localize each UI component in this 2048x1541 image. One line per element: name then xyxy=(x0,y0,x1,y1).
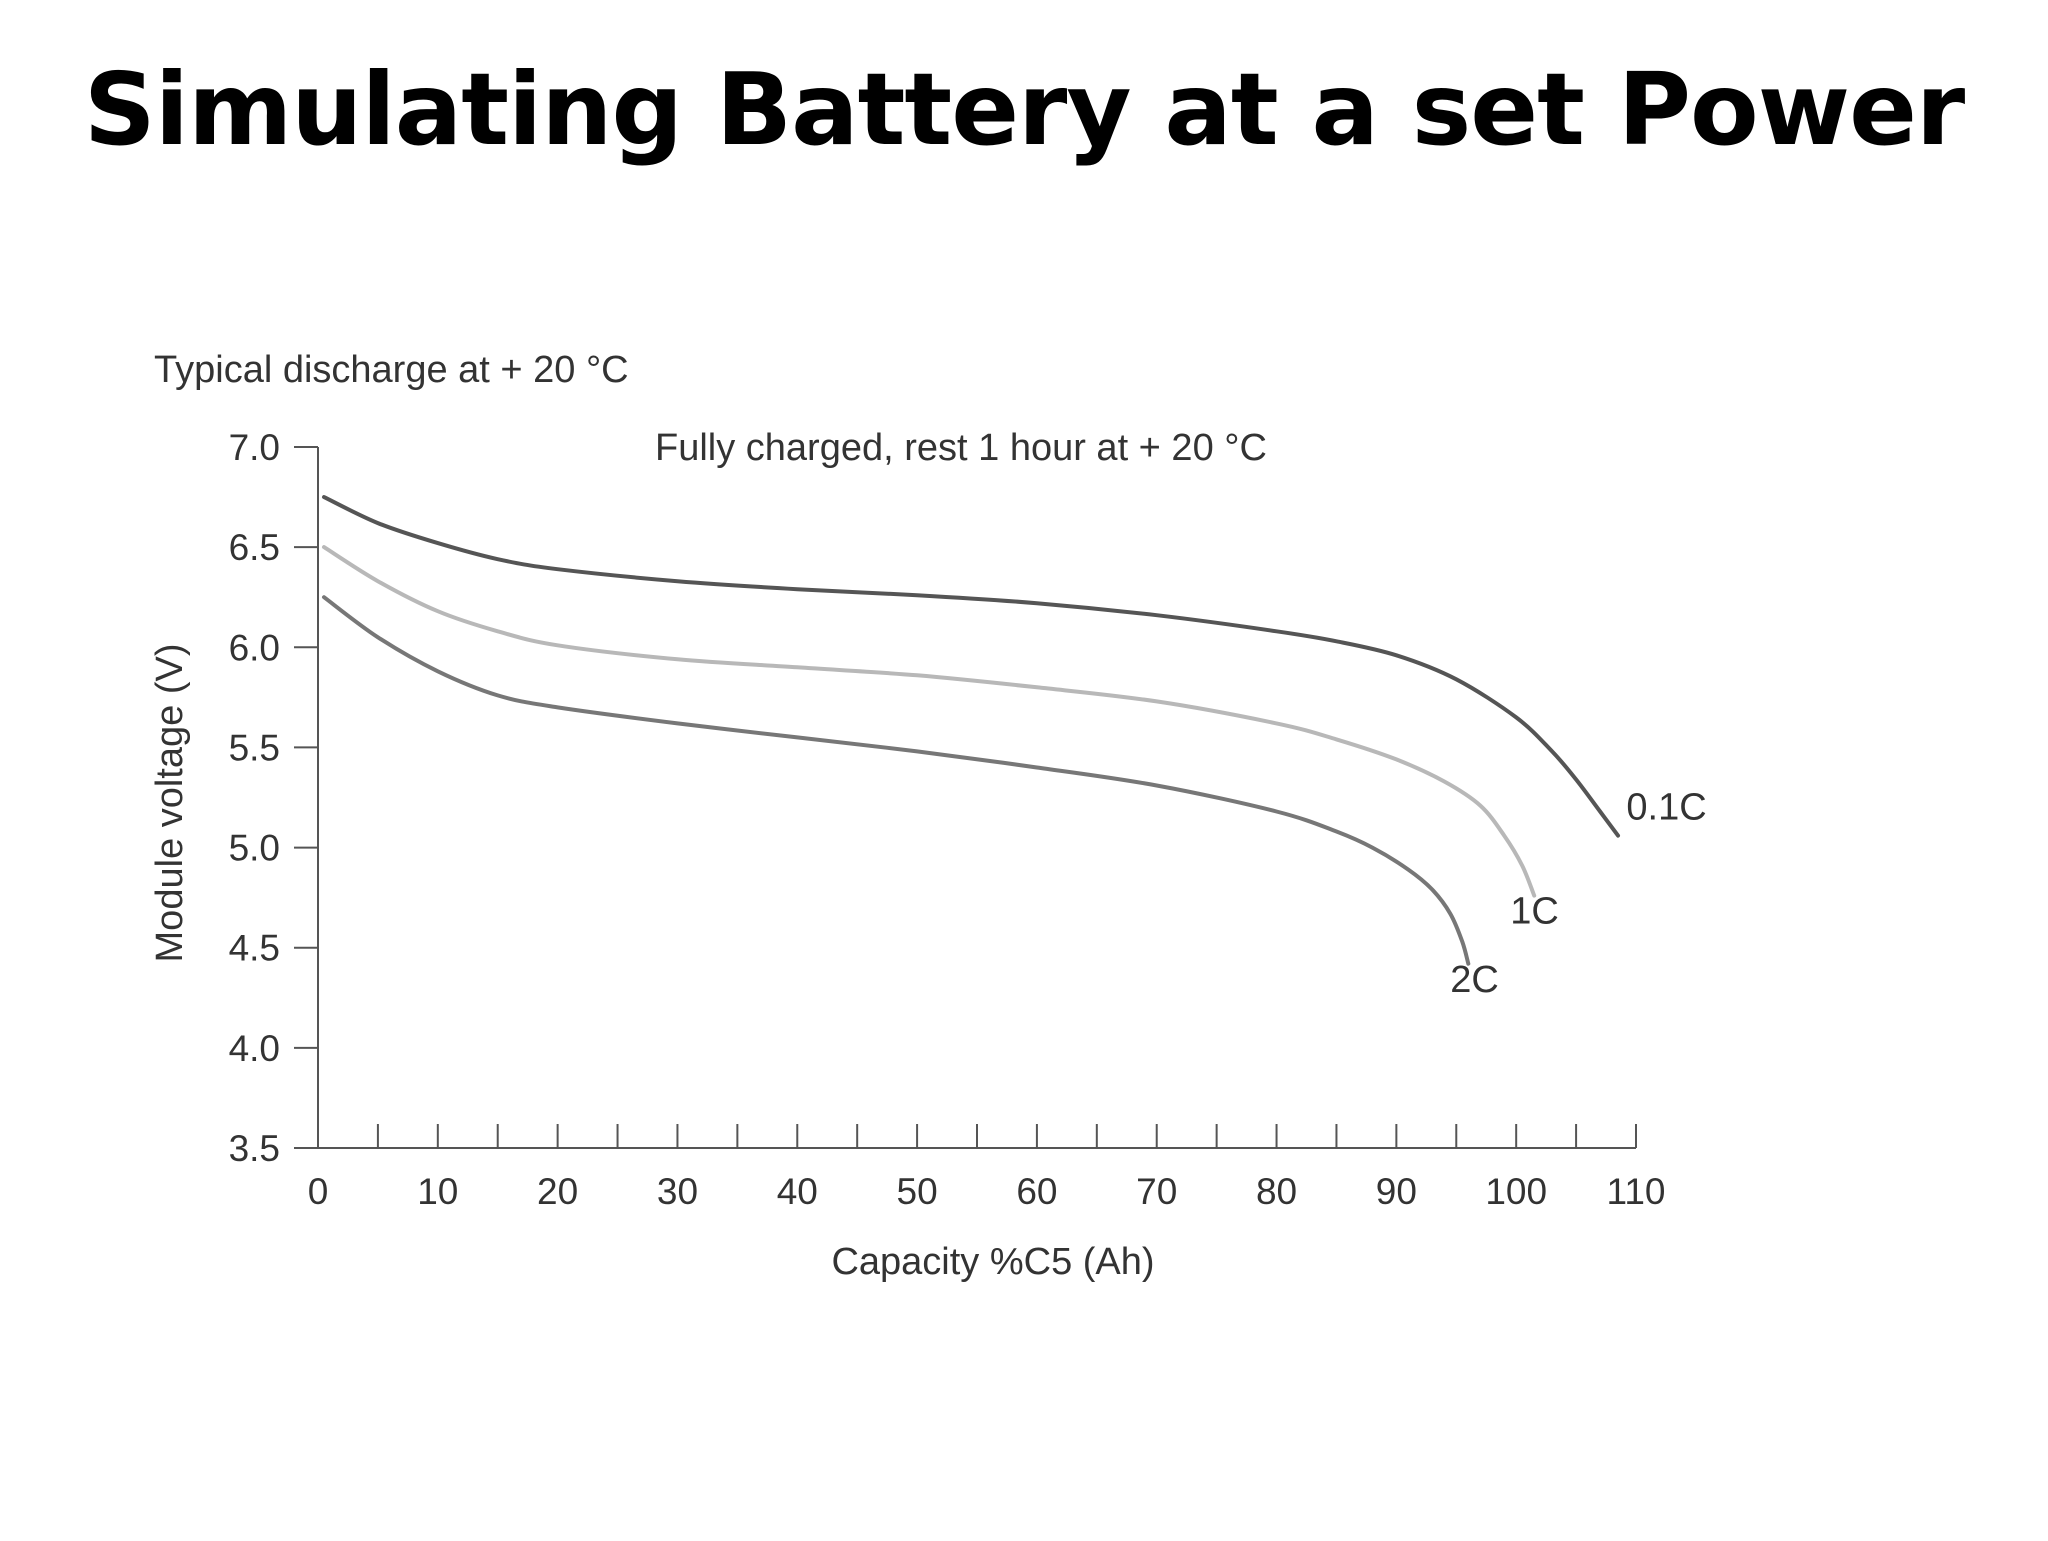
axes: 3.5 4.0 4.5 5.0 5.5 6.0 6.5 7.0 0 10 20 30 40 50 60 70 8… xyxy=(229,427,1666,1212)
chart-title: Typical discharge at + 20 °C xyxy=(154,349,629,391)
x-tick-label: 10 xyxy=(417,1171,458,1212)
series-lines xyxy=(322,495,1620,966)
y-tick-label: 5.0 xyxy=(229,828,280,869)
series-label: 1C xyxy=(1510,891,1559,933)
slide-title: Simulating Battery at a set Power xyxy=(83,51,1965,168)
y-tick-label: 6.0 xyxy=(229,627,280,668)
y-tick-label: 3.5 xyxy=(229,1128,280,1169)
series-line-2C xyxy=(322,595,1471,966)
y-tick-label: 5.5 xyxy=(229,727,280,768)
chart-subtitle: Fully charged, rest 1 hour at + 20 °C xyxy=(655,427,1267,469)
y-tick-label: 6.5 xyxy=(229,527,280,568)
x-tick-label: 80 xyxy=(1256,1171,1297,1212)
x-axis-label: Capacity %C5 (Ah) xyxy=(831,1241,1154,1283)
series-line-0.1C xyxy=(322,495,1620,838)
y-axis-label: Module voltage (V) xyxy=(149,644,191,963)
x-tick-label: 90 xyxy=(1376,1171,1417,1212)
x-tick-label: 50 xyxy=(897,1171,938,1212)
series-labels: 0.1C 1C 2C xyxy=(1450,787,1706,1001)
x-tick-label: 110 xyxy=(1607,1171,1666,1212)
x-tick-label: 0 xyxy=(308,1171,329,1212)
series-label: 2C xyxy=(1450,959,1499,1001)
y-tick-label: 4.0 xyxy=(229,1028,280,1069)
y-tick-label: 4.5 xyxy=(229,928,280,969)
x-tick-label: 60 xyxy=(1016,1171,1057,1212)
x-tick-label: 40 xyxy=(777,1171,818,1212)
x-tick-label: 100 xyxy=(1485,1171,1547,1212)
series-line-1C xyxy=(322,545,1537,898)
x-tick-label: 30 xyxy=(657,1171,698,1212)
x-tick-label: 20 xyxy=(537,1171,578,1212)
x-tick-label: 70 xyxy=(1136,1171,1177,1212)
series-label: 0.1C xyxy=(1626,787,1706,829)
y-tick-label: 7.0 xyxy=(229,427,280,468)
